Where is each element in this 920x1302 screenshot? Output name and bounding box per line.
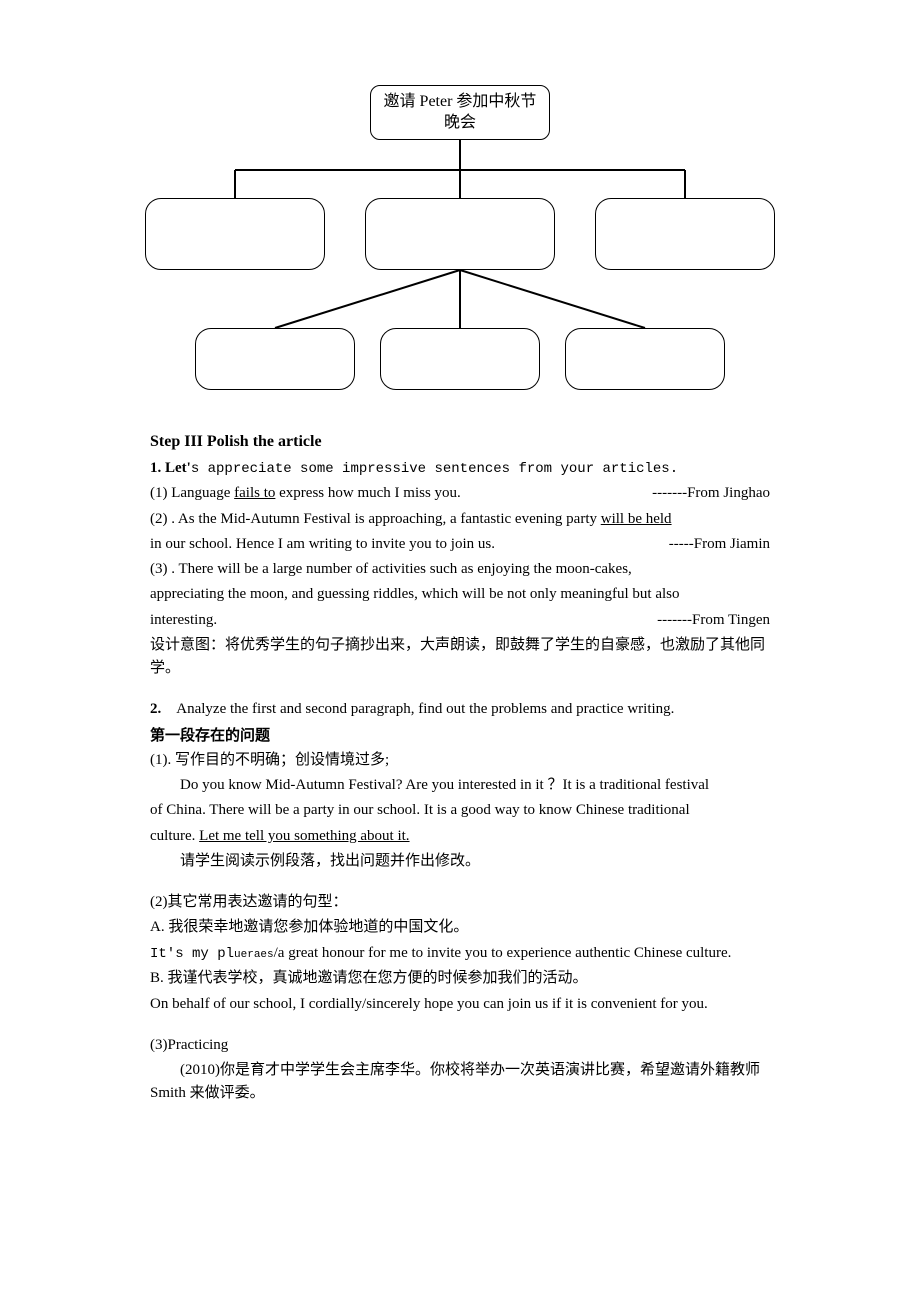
- p2-b-cn: B. 我谨代表学校，真诚地邀请您在您方便的时候参加我们的活动。: [150, 967, 770, 990]
- point1-lead: 1. Let': [150, 460, 191, 476]
- s3-line3: interesting.: [150, 609, 217, 632]
- s1-pre: (1) Language: [150, 485, 234, 501]
- p1-item1: (1). 写作目的不明确；创设情境过多;: [150, 749, 770, 772]
- diagram-row2-box1: [195, 328, 355, 390]
- diagram-root-label: 邀请 Peter 参加中秋节 晚会: [384, 92, 537, 134]
- p3-body: (2010)你是育才中学学生会主席李华。你校将举办一次英语演讲比赛，希望邀请外籍…: [150, 1059, 770, 1106]
- sentence2-line1: (2) . As the Mid-Autumn Festival is appr…: [150, 508, 770, 531]
- para1-title: 第一段存在的问题: [150, 724, 770, 747]
- sentence3-line1: (3) . There will be a large number of ac…: [150, 558, 770, 581]
- concept-diagram: 邀请 Peter 参加中秋节 晚会: [140, 80, 780, 400]
- diagram-row1-box3: [595, 198, 775, 270]
- sentence1-row: (1) Language fails to express how much I…: [150, 482, 770, 505]
- diagram-root-box: 邀请 Peter 参加中秋节 晚会: [370, 85, 550, 140]
- p2-a-en-post: /a great honour for me to invite you to …: [274, 945, 732, 961]
- step3-heading: Step III Polish the article: [150, 430, 770, 455]
- p1-example-line1: Do you know Mid-Autumn Festival? Are you…: [150, 774, 770, 797]
- s3-attr: -------From Tingen: [657, 609, 770, 632]
- point2: 2. Analyze the first and second paragrap…: [150, 698, 770, 721]
- p2-b-en: On behalf of our school, I cordially/sin…: [150, 993, 770, 1016]
- p2-a-cn: A. 我很荣幸地邀请您参加体验地道的中国文化。: [150, 916, 770, 939]
- p1-example-line2: of China. There will be a party in our s…: [150, 799, 770, 822]
- s1-underline: fails to: [234, 485, 275, 501]
- point1-rest: s appreciate some impressive sentences f…: [191, 461, 678, 477]
- p1-example-line3: culture. Let me tell you something about…: [150, 825, 770, 848]
- document-body: Step III Polish the article 1. Let's app…: [0, 430, 920, 1168]
- s1-post: express how much I miss you.: [275, 485, 460, 501]
- s2-underline: will be held: [601, 511, 672, 527]
- p2-a-en-small: ueraes: [234, 949, 274, 961]
- s1-attr: -------From Jinghao: [652, 482, 770, 505]
- p1-ex3-pre: culture.: [150, 828, 199, 844]
- p1-ex3-underline: Let me tell you something about it.: [199, 828, 409, 844]
- sentence3-line2: appreciating the moon, and guessing ridd…: [150, 583, 770, 606]
- p2-a-en-pre: It's my pl: [150, 946, 234, 962]
- p3-title: (3)Practicing: [150, 1034, 770, 1057]
- p2-title: (2)其它常用表达邀请的句型：: [150, 891, 770, 914]
- diagram-row2-box2: [380, 328, 540, 390]
- point1: 1. Let's appreciate some impressive sent…: [150, 457, 770, 481]
- diagram-row1-box2: [365, 198, 555, 270]
- p2-a-en: It's my plueraes/a great honour for me t…: [150, 942, 770, 966]
- diagram-row1-box1: [145, 198, 325, 270]
- design-note: 设计意图：将优秀学生的句子摘抄出来，大声朗读，即鼓舞了学生的自豪感，也激励了其他…: [150, 634, 770, 681]
- sentence3-line3-row: interesting. -------From Tingen: [150, 609, 770, 632]
- p1-note: 请学生阅读示例段落，找出问题并作出修改。: [150, 850, 770, 873]
- sentence2-line2-row: in our school. Hence I am writing to inv…: [150, 533, 770, 556]
- s2-line2: in our school. Hence I am writing to inv…: [150, 533, 495, 556]
- diagram-row2-box3: [565, 328, 725, 390]
- s2-attr: -----From Jiamin: [669, 533, 770, 556]
- s2-pre: (2) . As the Mid-Autumn Festival is appr…: [150, 511, 601, 527]
- sentence1: (1) Language fails to express how much I…: [150, 482, 461, 505]
